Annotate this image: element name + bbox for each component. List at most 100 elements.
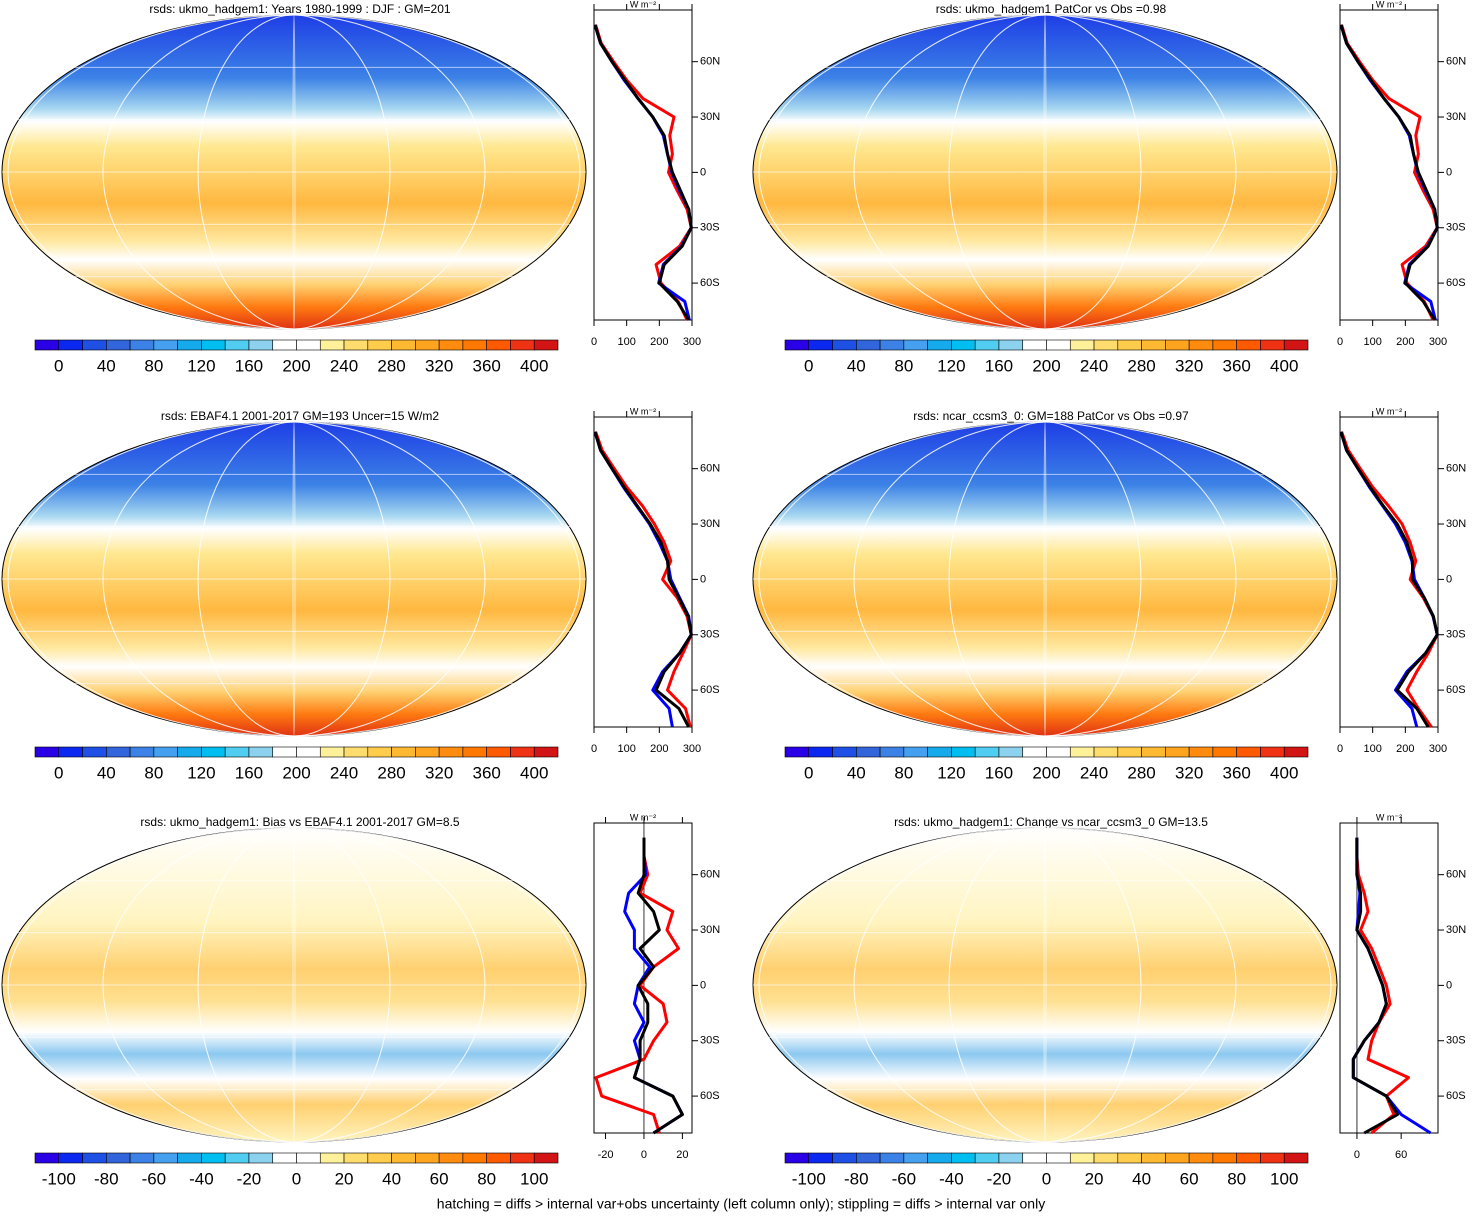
colorbar-box [1260, 746, 1285, 758]
x-tick-label: 100 [617, 743, 635, 755]
colorbar-label: 400 [520, 763, 548, 782]
colorbar-label: -80 [844, 1169, 869, 1188]
colorbar-box [1093, 746, 1119, 758]
colorbar-label: 80 [477, 1169, 496, 1188]
colorbar-box [129, 1152, 155, 1164]
colorbar-box [106, 1152, 131, 1164]
colorbar-box [296, 339, 321, 351]
colorbar-box [1188, 746, 1214, 758]
colorbar-box [1165, 1152, 1190, 1164]
colorbar-label: 120 [187, 356, 215, 375]
x-tick-label: 300 [1429, 336, 1447, 348]
colorbar-label: 320 [1175, 763, 1203, 782]
y-tick-label: 30S [1446, 629, 1466, 641]
colorbar-label: 40 [382, 1169, 401, 1188]
map-title: rsds: ncar_ccsm3_0: GM=188 PatCor vs Obs… [913, 409, 1189, 423]
colorbar-box [1188, 1152, 1214, 1164]
zonal-line [623, 837, 684, 1135]
colorbar-label: 360 [472, 356, 500, 375]
colorbar-label: 280 [377, 356, 405, 375]
colorbar-box [1165, 746, 1190, 758]
colorbar-label: 160 [235, 356, 263, 375]
colorbar-label: -60 [142, 1169, 167, 1188]
colorbar-box [903, 339, 928, 351]
colorbar-box [1117, 1152, 1142, 1164]
colorbar-label: 360 [472, 763, 500, 782]
colorbar-box [106, 339, 131, 351]
colorbar-box [248, 746, 274, 758]
colorbar-box [82, 746, 107, 758]
colorbar-label: 0 [1042, 1169, 1051, 1188]
zonal-line [594, 431, 693, 728]
colorbar-box [153, 746, 178, 758]
colorbar-box [106, 746, 131, 758]
colorbar-box [1236, 746, 1261, 758]
y-tick-label: 30S [1446, 222, 1466, 234]
zonal-line [594, 24, 693, 321]
x-tick-label: 200 [1396, 743, 1414, 755]
colorbar-box [510, 339, 535, 351]
colorbar-box [879, 746, 905, 758]
colorbar-box [1141, 1152, 1166, 1164]
zonal-line [1340, 431, 1439, 728]
colorbar-box [998, 339, 1024, 351]
zonal-line [632, 837, 684, 1135]
colorbar-label: 160 [985, 356, 1013, 375]
x-tick-label: 0 [641, 1149, 647, 1161]
x-tick-label: 100 [617, 336, 635, 348]
colorbar-box [177, 339, 202, 351]
colorbar-box [903, 1152, 928, 1164]
colorbar-box [998, 1152, 1024, 1164]
colorbar-box [808, 746, 833, 758]
colorbar-label: 200 [282, 763, 310, 782]
colorbar-box [1117, 746, 1142, 758]
plot-frame [593, 416, 693, 728]
colorbar-box [1283, 1152, 1309, 1164]
colorbar-box [1188, 339, 1214, 351]
colorbar-label: 40 [97, 356, 116, 375]
colorbar-box [319, 746, 345, 758]
colorbar-box [951, 339, 976, 351]
colorbar-label: 200 [1032, 763, 1060, 782]
colorbar-label: 40 [97, 763, 116, 782]
x-tick-label: 200 [650, 743, 668, 755]
colorbar-box [1069, 1152, 1095, 1164]
colorbar-box [927, 746, 952, 758]
colorbar-box [391, 1152, 416, 1164]
x-tick-label: 200 [1396, 336, 1414, 348]
colorbar-label: -60 [892, 1169, 917, 1188]
colorbar-box [153, 339, 178, 351]
colorbar-label: 280 [1127, 356, 1155, 375]
colorbar-box [201, 339, 226, 351]
plot-frame [593, 9, 693, 321]
colorbar-label: -40 [189, 1169, 214, 1188]
colorbar-label: 120 [937, 356, 965, 375]
colorbar-box [129, 339, 155, 351]
colorbar-box [974, 746, 1000, 758]
zonal-line [1355, 837, 1410, 1135]
colorbar-box [1046, 746, 1071, 758]
colorbar-box [808, 1152, 833, 1164]
y-tick-label: 60S [1446, 684, 1466, 696]
colorbar-box [879, 339, 905, 351]
colorbar-box [248, 1152, 274, 1164]
colorbar-box [1260, 1152, 1285, 1164]
colorbar-label: 320 [425, 763, 453, 782]
colorbar-box [1212, 1152, 1237, 1164]
map-title: rsds: ukmo_hadgem1: Years 1980-1999 : DJ… [149, 2, 450, 16]
x-tick-label: 0 [591, 336, 597, 348]
y-tick-label: 60N [700, 869, 720, 881]
colorbar-label: 320 [1175, 356, 1203, 375]
colorbar-box [486, 1152, 511, 1164]
colorbar-box [34, 746, 60, 758]
colorbar-box [367, 339, 392, 351]
colorbar-box [832, 339, 857, 351]
x-axis-label: W m⁻² [1376, 406, 1402, 416]
y-tick-label: 60N [700, 56, 720, 68]
y-tick-label: 30S [700, 1035, 720, 1047]
x-axis-label: W m⁻² [630, 0, 656, 9]
colorbar-box [856, 339, 881, 351]
x-tick-label: 60 [1395, 1149, 1407, 1161]
zonal-line [1339, 24, 1439, 321]
colorbar-box [1141, 746, 1166, 758]
